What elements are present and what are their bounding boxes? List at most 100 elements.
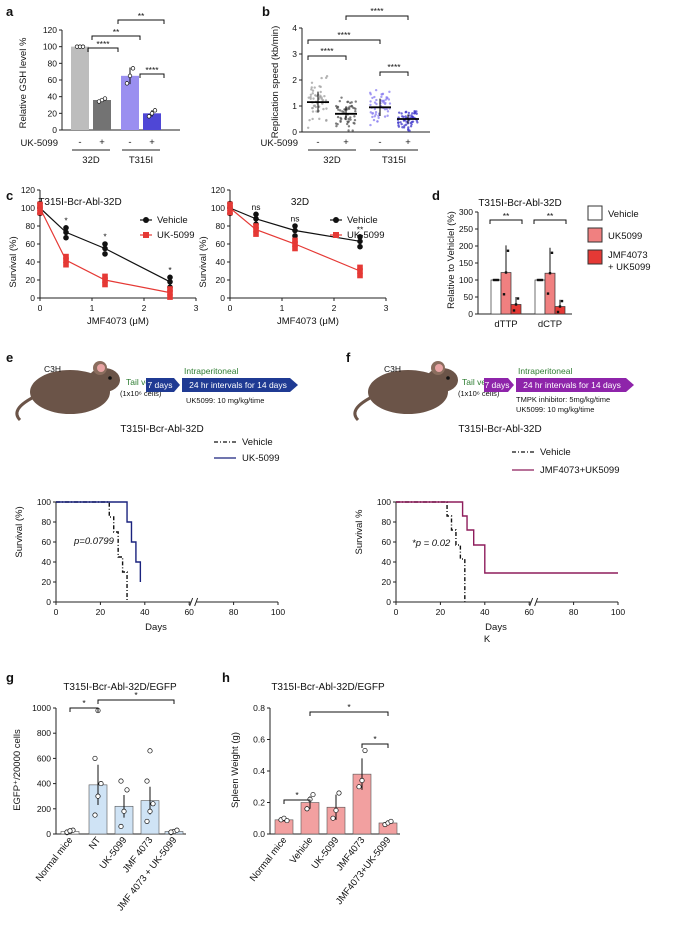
panel-a-sign-4: + [149,137,155,148]
panel-b-point [349,116,352,119]
panel-b-point [324,99,328,102]
panel-b-point [346,100,350,103]
panel-f-letter: f [346,350,351,365]
panel-h-point [388,818,394,824]
panel-b-point [310,88,313,91]
panel-f-axis-break [534,597,539,607]
panel-e-legend-2: UK-5099 [242,453,280,464]
panel-f-ytick-label: 40 [382,557,392,567]
panel-b-point [340,117,343,121]
panel-c2-legend-marker-1 [333,217,339,223]
panel-b-point [347,107,351,111]
panel-e-mouse-illustration [15,361,120,422]
panel-b-point [388,90,391,94]
panel-c1-title: T315I-Bcr-Abl-32D [38,197,121,208]
panel-d-bracket-1 [489,219,523,224]
panel-d-point [556,310,560,314]
panel-b-point [382,99,386,103]
panel-d-ytick-label: 250 [459,224,473,234]
panel-b-point [320,76,323,80]
panel-b-point [404,111,407,114]
panel-b-point [313,86,316,89]
panel-a: a Relative GSH level % 0 20 40 60 80 100 120 *… [6,4,180,166]
panel-a-bar [93,100,111,130]
panel-f-ytick-label: 80 [382,517,392,527]
panel-e-legend-1: Vehicle [242,437,273,448]
panel-e-ytick-label: 60 [42,537,52,547]
panel-c2-uk-point [292,241,298,247]
panel-c2-ytick-label: 60 [216,239,226,249]
panel-b-point [368,91,372,95]
panel-e-ytick-label: 40 [42,557,52,567]
panel-e-xtick-label: 0 [54,607,59,617]
panel-d-cat-2: dCTP [538,319,562,330]
panel-g-ytick-label: 1000 [32,703,51,713]
panel-b-ytick-label: 4 [292,23,297,33]
panel-b-group-2: T315I [382,155,406,166]
panel-c1-vehicle-point [102,245,108,252]
panel-b-point [335,124,338,128]
panel-b-sig-2: **** [337,30,351,40]
panel-f-xtick-label: 0 [394,607,399,617]
panel-g-ytick-label: 600 [37,753,51,763]
panel-d-point [546,292,550,295]
panel-c2-xtick-label: 2 [332,303,337,313]
panel-c2-uk-point [292,245,298,252]
panel-c1-xtick-label: 2 [142,303,147,313]
panel-f-axis-gap [530,599,537,605]
panel-b-point [339,109,342,112]
panel-c1-uk-point [102,281,108,288]
panel-g-point [92,812,98,818]
panel-e-axis-gap [190,599,197,605]
panel-b-point [411,112,414,115]
panel-a-bracket-3 [117,19,165,24]
panel-h-letter: h [222,670,230,685]
panel-e-letter: e [6,350,13,365]
panel-b-point [377,116,380,120]
panel-d-point [516,297,520,300]
panel-g-xtick-label: NT [87,835,104,852]
panel-d-legend-swatch-3 [587,249,603,265]
panel-b-point [306,126,310,129]
panel-b-point [369,100,372,103]
panel-b-point [385,107,389,111]
panel-a-group-2: T315I [129,155,153,166]
panel-c2-vehicle-point [292,233,298,239]
panel-b-point [339,119,342,123]
panel-a-sig-3: ** [138,11,145,21]
panel-b-ytick-label: 2 [292,75,297,85]
panel-e-ytick-label: 80 [42,517,52,527]
panel-c2-xtick-label: 0 [228,303,233,313]
panel-c2-legend-2: UK-5099 [347,230,385,241]
panel-b-letter: b [262,4,270,19]
panel-d-bar [544,272,556,315]
panel-g-ytick-label: 400 [37,779,51,789]
panel-d: d T315I-Bcr-Abl-32D Relative to Vehiclel… [432,188,651,330]
panel-b-point [415,119,419,122]
panel-g-point [124,787,130,793]
panel-a-sign-1: - [78,137,81,148]
panel-c1-vehicle-point [63,229,69,236]
panel-h-point [333,807,339,813]
panel-b-point [335,106,339,110]
panel-c1-vehicle-point [102,241,108,247]
panel-h-point [304,806,310,812]
panel-c1-ytick-label: 0 [30,293,35,303]
panel-f-ylabel: Survival % [354,509,365,554]
panel-c2-vehicle-point [253,216,259,222]
panel-c2-uk-point [357,264,363,271]
panel-a-ytick-label: 80 [48,58,58,68]
panel-h-sig-1: * [295,790,299,800]
panel-c2-uk-point [253,231,259,237]
panel-b-point [347,117,350,121]
panel-e-mouse-tail [15,396,33,422]
panel-c2-sig: ns [252,202,261,212]
panel-a-bar [71,46,89,130]
panel-a-sig-4: **** [145,65,159,75]
panel-a-bar [121,75,139,130]
panel-c2-ytick-label: 0 [220,293,225,303]
panel-b-group-1: 32D [323,155,341,166]
panel-f-pvalue: *p = 0.02 [412,538,451,549]
panel-a-point [149,111,155,116]
panel-f-interval-arrow [516,378,634,392]
